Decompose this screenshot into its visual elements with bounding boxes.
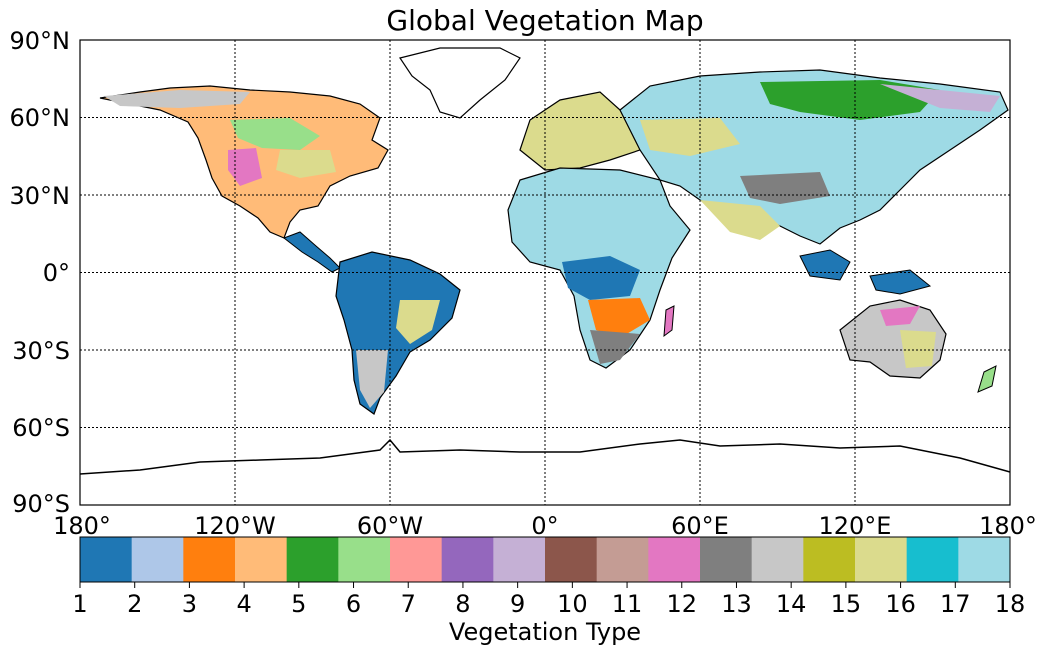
colorbar-tick-label-16: 16 xyxy=(885,590,916,618)
greenland xyxy=(399,47,521,119)
antarctica-coastline xyxy=(79,438,1011,475)
colorbar-ticks: 1 2 3 4 5 6 7 8 9 10 11 12 13 14 15 16 17 18 xyxy=(72,582,1025,618)
colorbar-swatch-11 xyxy=(596,537,649,582)
lat-label-90s: 90°S xyxy=(12,490,70,518)
lat-label-0: 0° xyxy=(43,259,70,287)
colorbar-swatch-6 xyxy=(338,537,391,582)
colorbar-swatch-4 xyxy=(235,537,288,582)
colorbar-swatch-16 xyxy=(855,537,908,582)
lat-label-60n: 60°N xyxy=(10,104,71,132)
africa-south xyxy=(590,330,640,364)
colorbar-tick-label-14: 14 xyxy=(776,590,807,618)
colorbar-tick-label-7: 7 xyxy=(401,590,416,618)
lon-label-60e: 60°E xyxy=(671,512,729,540)
asia-grassland xyxy=(640,118,740,156)
colorbar-tick-label-13: 13 xyxy=(721,590,752,618)
colorbar-swatch-9 xyxy=(493,537,546,582)
africa-savanna xyxy=(588,298,650,338)
colorbar-tick-label-3: 3 xyxy=(182,590,197,618)
asia-tundra xyxy=(880,84,1000,112)
colorbar-tick-label-5: 5 xyxy=(291,590,306,618)
colorbar-swatch-15 xyxy=(803,537,856,582)
colorbar-tick-label-4: 4 xyxy=(236,590,251,618)
africa-tropics xyxy=(562,256,640,300)
colorbar-swatch-8 xyxy=(441,537,494,582)
colorbar-swatch-2 xyxy=(131,537,184,582)
map-frame xyxy=(79,39,1011,506)
colorbar-swatch-5 xyxy=(286,537,339,582)
north-america-grassland xyxy=(276,150,336,178)
colorbar-tick-label-17: 17 xyxy=(940,590,971,618)
lon-label-180e: 180° xyxy=(979,512,1037,540)
colorbar-tick-label-12: 12 xyxy=(666,590,697,618)
colorbar-swatch-13 xyxy=(700,537,753,582)
colorbar-swatch-1 xyxy=(80,537,133,582)
colorbar-tick-label-9: 9 xyxy=(510,590,525,618)
asia-south xyxy=(700,200,780,240)
lat-label-60s: 60°S xyxy=(12,414,70,442)
new-zealand xyxy=(977,365,997,393)
new-guinea xyxy=(869,269,932,295)
lon-label-0: 0° xyxy=(531,512,558,540)
colorbar-swatch-3 xyxy=(183,537,236,582)
lon-label-180w: 180° xyxy=(53,512,111,540)
colorbar-tick-label-1: 1 xyxy=(72,590,87,618)
colorbar-frame xyxy=(79,536,1011,583)
colorbar-swatch-10 xyxy=(545,537,598,582)
south-america-savanna xyxy=(396,300,440,344)
colorbar-label: Vegetation Type xyxy=(449,618,641,646)
australia-north xyxy=(880,306,920,326)
colorbar-swatch-18 xyxy=(958,537,1011,582)
longitude-labels: 180° 120°W 60°W 0° 60°E 120°E 180° xyxy=(53,512,1037,540)
australia-east xyxy=(900,330,936,368)
gridlines xyxy=(80,40,1010,505)
asia-desert xyxy=(740,172,830,204)
lat-label-90n: 90°N xyxy=(10,27,71,55)
colorbar-tick-label-15: 15 xyxy=(831,590,862,618)
lat-label-30n: 30°N xyxy=(10,182,71,210)
colorbar-swatch-14 xyxy=(751,537,804,582)
colorbar-tick-label-11: 11 xyxy=(612,590,643,618)
north-america-shrub xyxy=(228,148,262,186)
continents xyxy=(79,47,1011,475)
colorbar-tick-label-18: 18 xyxy=(995,590,1026,618)
map-title: Global Vegetation Map xyxy=(386,4,703,37)
north-america-tundra xyxy=(104,90,250,108)
lat-label-30s: 30°S xyxy=(12,337,70,365)
latitude-labels: 90°N 60°N 30°N 0° 30°S 60°S 90°S xyxy=(10,27,71,518)
north-america-forest-east xyxy=(230,118,320,150)
colorbar-tick-label-6: 6 xyxy=(346,590,361,618)
lon-label-120w: 120°W xyxy=(194,512,276,540)
colorbar-swatch-12 xyxy=(648,537,701,582)
south-america-south xyxy=(356,350,388,408)
colorbar xyxy=(79,536,1011,583)
map-area xyxy=(79,39,1011,506)
colorbar-tick-label-2: 2 xyxy=(127,590,142,618)
lon-label-120e: 120°E xyxy=(819,512,892,540)
colorbar-tick-label-10: 10 xyxy=(557,590,588,618)
colorbar-swatch-17 xyxy=(906,537,959,582)
colorbar-swatch-7 xyxy=(390,537,443,582)
madagascar xyxy=(663,305,675,338)
lon-label-60w: 60°W xyxy=(357,512,423,540)
colorbar-tick-label-8: 8 xyxy=(455,590,470,618)
